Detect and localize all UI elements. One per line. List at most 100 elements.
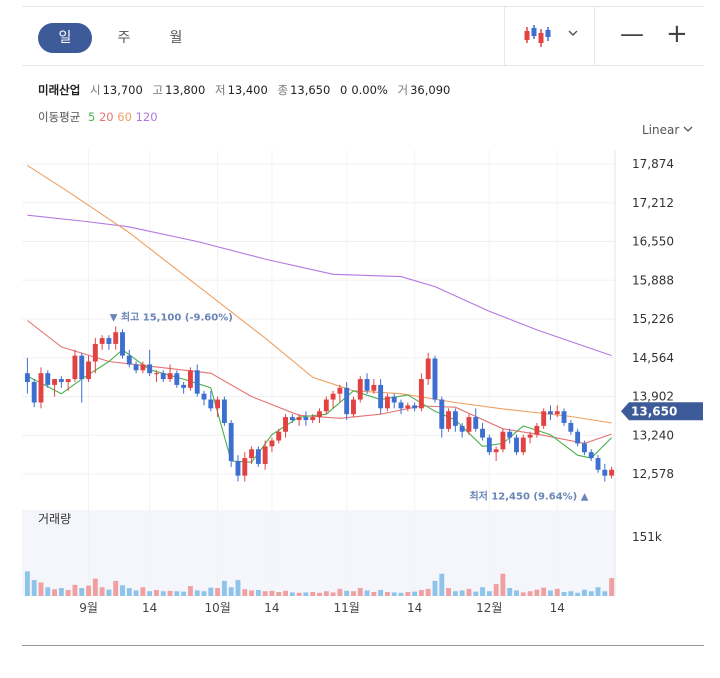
- low-annotation: 최저 12,450 (9.64%) ▲: [469, 489, 588, 502]
- candle-body: [418, 379, 424, 409]
- candle-body: [609, 469, 615, 476]
- time-tick-label: 14: [550, 601, 565, 615]
- volume-bar: [65, 590, 71, 596]
- zoom-out-button[interactable]: —: [620, 20, 644, 48]
- candle-body: [337, 387, 343, 394]
- volume-bar: [425, 588, 431, 596]
- volume-bar: [507, 588, 513, 596]
- candle-body: [351, 399, 356, 415]
- volume-bar: [181, 591, 187, 596]
- volume-bar: [187, 586, 193, 596]
- volume-bar: [58, 588, 64, 596]
- ma20-line: [27, 320, 612, 444]
- candlestick-icon[interactable]: [522, 21, 552, 51]
- volume-bar: [520, 592, 526, 596]
- volume-bar: [500, 573, 506, 596]
- candle-body: [52, 379, 58, 385]
- ma120-line: [27, 214, 612, 357]
- volume-bar: [296, 592, 302, 596]
- volume-bar: [242, 589, 248, 596]
- candle-body: [310, 417, 316, 421]
- candle-body: [228, 422, 234, 462]
- candle-body: [303, 417, 309, 421]
- volume-bar: [412, 591, 418, 596]
- volume-bar: [357, 588, 363, 596]
- candle-body: [187, 370, 193, 388]
- volume-bar: [418, 590, 424, 596]
- volume-bar: [140, 587, 146, 596]
- volume-bar: [45, 587, 51, 596]
- candle-body: [588, 452, 594, 459]
- candle-body: [384, 396, 390, 409]
- candle-body: [194, 370, 200, 394]
- chart-toolbar: 일 주 월 — +: [22, 7, 704, 65]
- candle-body: [541, 411, 547, 426]
- candle-body: [480, 428, 485, 438]
- volume-bar: [106, 589, 112, 596]
- candle-body: [147, 364, 153, 374]
- candle-body: [439, 399, 445, 429]
- candle-body: [99, 338, 105, 344]
- price-tick-label: 14,564: [632, 351, 674, 365]
- time-tick-label: 9월: [79, 601, 98, 615]
- volume-bar: [317, 592, 322, 596]
- time-tick-label: 10월: [204, 601, 230, 615]
- volume-bar: [527, 591, 533, 596]
- candle-body: [201, 393, 207, 400]
- top-border: [22, 6, 704, 7]
- volume-bar: [398, 592, 404, 596]
- volume-bar: [459, 590, 465, 596]
- candle-body: [575, 431, 581, 444]
- candle-body: [296, 417, 302, 421]
- close-label: 종: [277, 83, 289, 97]
- candle-body: [534, 425, 540, 435]
- scale-mode-select[interactable]: Linear: [642, 123, 693, 137]
- toolbar-separator: [504, 7, 505, 65]
- price-tick-label: 17,212: [632, 196, 674, 210]
- candle-body: [126, 355, 132, 365]
- volume-bar: [514, 590, 519, 596]
- zoom-in-button[interactable]: +: [666, 19, 688, 49]
- price-tick-label: 13,240: [632, 428, 674, 442]
- volume-bar: [86, 585, 91, 596]
- volume-bar: [201, 591, 207, 596]
- moving-average-legend: 이동평균 5 20 60 120: [38, 109, 158, 125]
- volume-bar: [310, 592, 316, 596]
- candle-body: [160, 373, 166, 380]
- candle-body: [323, 399, 329, 412]
- toolbar-separator: [594, 7, 595, 65]
- volume-bar: [194, 590, 200, 596]
- candle-body: [58, 379, 64, 382]
- tab-monthly[interactable]: 월: [169, 30, 183, 46]
- candle-body: [269, 440, 275, 447]
- volume-bar: [283, 590, 288, 596]
- tab-daily[interactable]: 일: [38, 23, 92, 53]
- candle-body: [140, 364, 146, 371]
- volume-bar: [351, 591, 356, 596]
- volume-bar: [344, 590, 350, 596]
- candle-body: [398, 402, 404, 409]
- candle-body: [595, 458, 601, 470]
- ma-120-label: 120: [135, 110, 158, 124]
- volume-bar: [534, 589, 540, 596]
- candle-body: [86, 361, 91, 380]
- tab-weekly[interactable]: 주: [117, 30, 131, 46]
- ma5-line: [27, 349, 612, 463]
- volume-bar: [568, 591, 574, 596]
- candle-body: [459, 425, 465, 432]
- candle-body: [221, 399, 227, 423]
- volume-label: 거: [397, 83, 409, 97]
- volume-bar: [147, 591, 153, 596]
- time-tick-label: 14: [407, 601, 422, 615]
- volume-value: 36,090: [410, 83, 451, 97]
- volume-bar: [92, 578, 98, 596]
- low-value: 13,400: [227, 83, 268, 97]
- price-tick-label: 16,550: [632, 235, 674, 249]
- candle-body: [527, 434, 533, 438]
- candle-body: [357, 379, 363, 400]
- chevron-down-icon[interactable]: [568, 27, 578, 41]
- volume-bar: [235, 580, 241, 596]
- candle-body: [24, 373, 30, 382]
- candle-body: [154, 373, 159, 375]
- volume-bar: [221, 580, 227, 596]
